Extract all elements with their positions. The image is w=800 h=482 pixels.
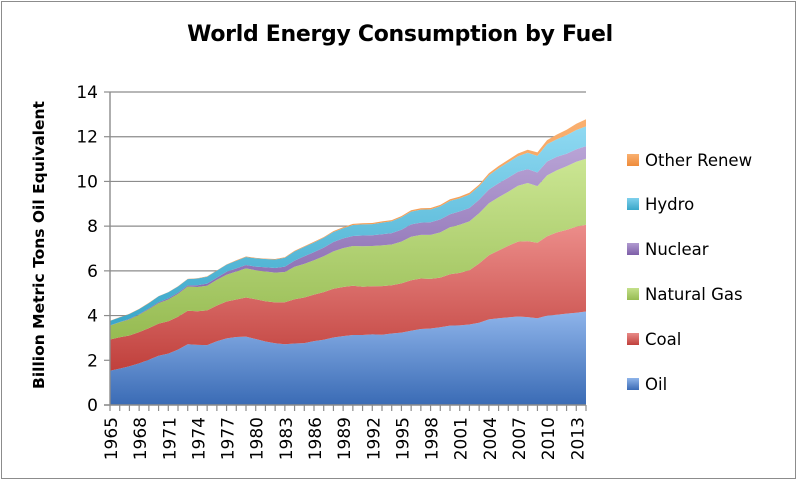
axes <box>104 91 587 411</box>
x-tick-label: 1998 <box>423 417 443 460</box>
x-tick-label: 1977 <box>219 417 239 460</box>
legend-swatch-oil <box>627 378 639 390</box>
y-tick-label: 6 <box>87 262 98 282</box>
legend-label: Hydro <box>645 194 695 214</box>
area-coal <box>110 224 586 371</box>
x-tick-label: 1983 <box>277 417 297 460</box>
x-tick-label: 2010 <box>539 417 559 460</box>
x-tick-label: 1971 <box>160 417 180 460</box>
legend-label: Natural Gas <box>645 284 743 304</box>
series-areas <box>110 119 586 405</box>
y-tick-labels: 0 2 4 6 8 10 12 14 <box>76 83 98 416</box>
legend-swatch-other-renew <box>627 154 639 166</box>
y-tick-label: 4 <box>87 307 98 327</box>
area-natural-gas <box>110 158 586 340</box>
legend-item-nuclear: Nuclear <box>627 239 709 259</box>
x-tick-label: 1974 <box>189 417 209 460</box>
x-tick-label: 1980 <box>248 417 268 460</box>
y-tick-label: 8 <box>87 217 98 237</box>
legend-swatch-hydro <box>627 198 639 210</box>
legend-swatch-coal <box>627 333 639 345</box>
legend-label: Oil <box>645 374 668 394</box>
legend-swatch-nuclear <box>627 243 639 255</box>
y-tick-label: 2 <box>87 351 98 371</box>
area-oil <box>110 311 586 405</box>
x-tick-label: 2004 <box>481 417 501 460</box>
x-tick-label: 2013 <box>568 417 588 460</box>
y-tick-label: 12 <box>76 128 98 148</box>
legend-item-coal: Coal <box>627 329 681 349</box>
x-tick-label: 2001 <box>452 417 472 460</box>
x-tick-label: 1986 <box>306 417 326 460</box>
legend-label: Coal <box>645 329 682 349</box>
y-tick-label: 14 <box>76 83 98 103</box>
x-tick-label: 1992 <box>364 417 384 460</box>
legend-swatch-natural-gas <box>627 288 639 300</box>
chart-title: World Energy Consumption by Fuel <box>187 22 613 47</box>
x-tick-label: 1965 <box>102 417 122 460</box>
x-tick-label: 2007 <box>510 417 530 460</box>
legend-item-natural-gas: Natural Gas <box>627 284 743 304</box>
legend-item-other-renew: Other Renew <box>627 150 752 170</box>
y-tick-label: 10 <box>76 172 98 192</box>
x-tick-label: 1995 <box>393 417 413 460</box>
legend-item-oil: Oil <box>627 374 667 394</box>
x-tick-label: 1989 <box>335 417 355 460</box>
legend-item-hydro: Hydro <box>627 194 694 214</box>
y-tick-label: 0 <box>87 396 98 416</box>
x-tick-label: 1968 <box>131 417 151 460</box>
legend-label: Other Renew <box>645 150 753 170</box>
legend-label: Nuclear <box>645 239 709 259</box>
x-tick-labels: 1965 1968 1971 1974 1977 1980 1983 1986 1989 1992… <box>102 417 588 460</box>
